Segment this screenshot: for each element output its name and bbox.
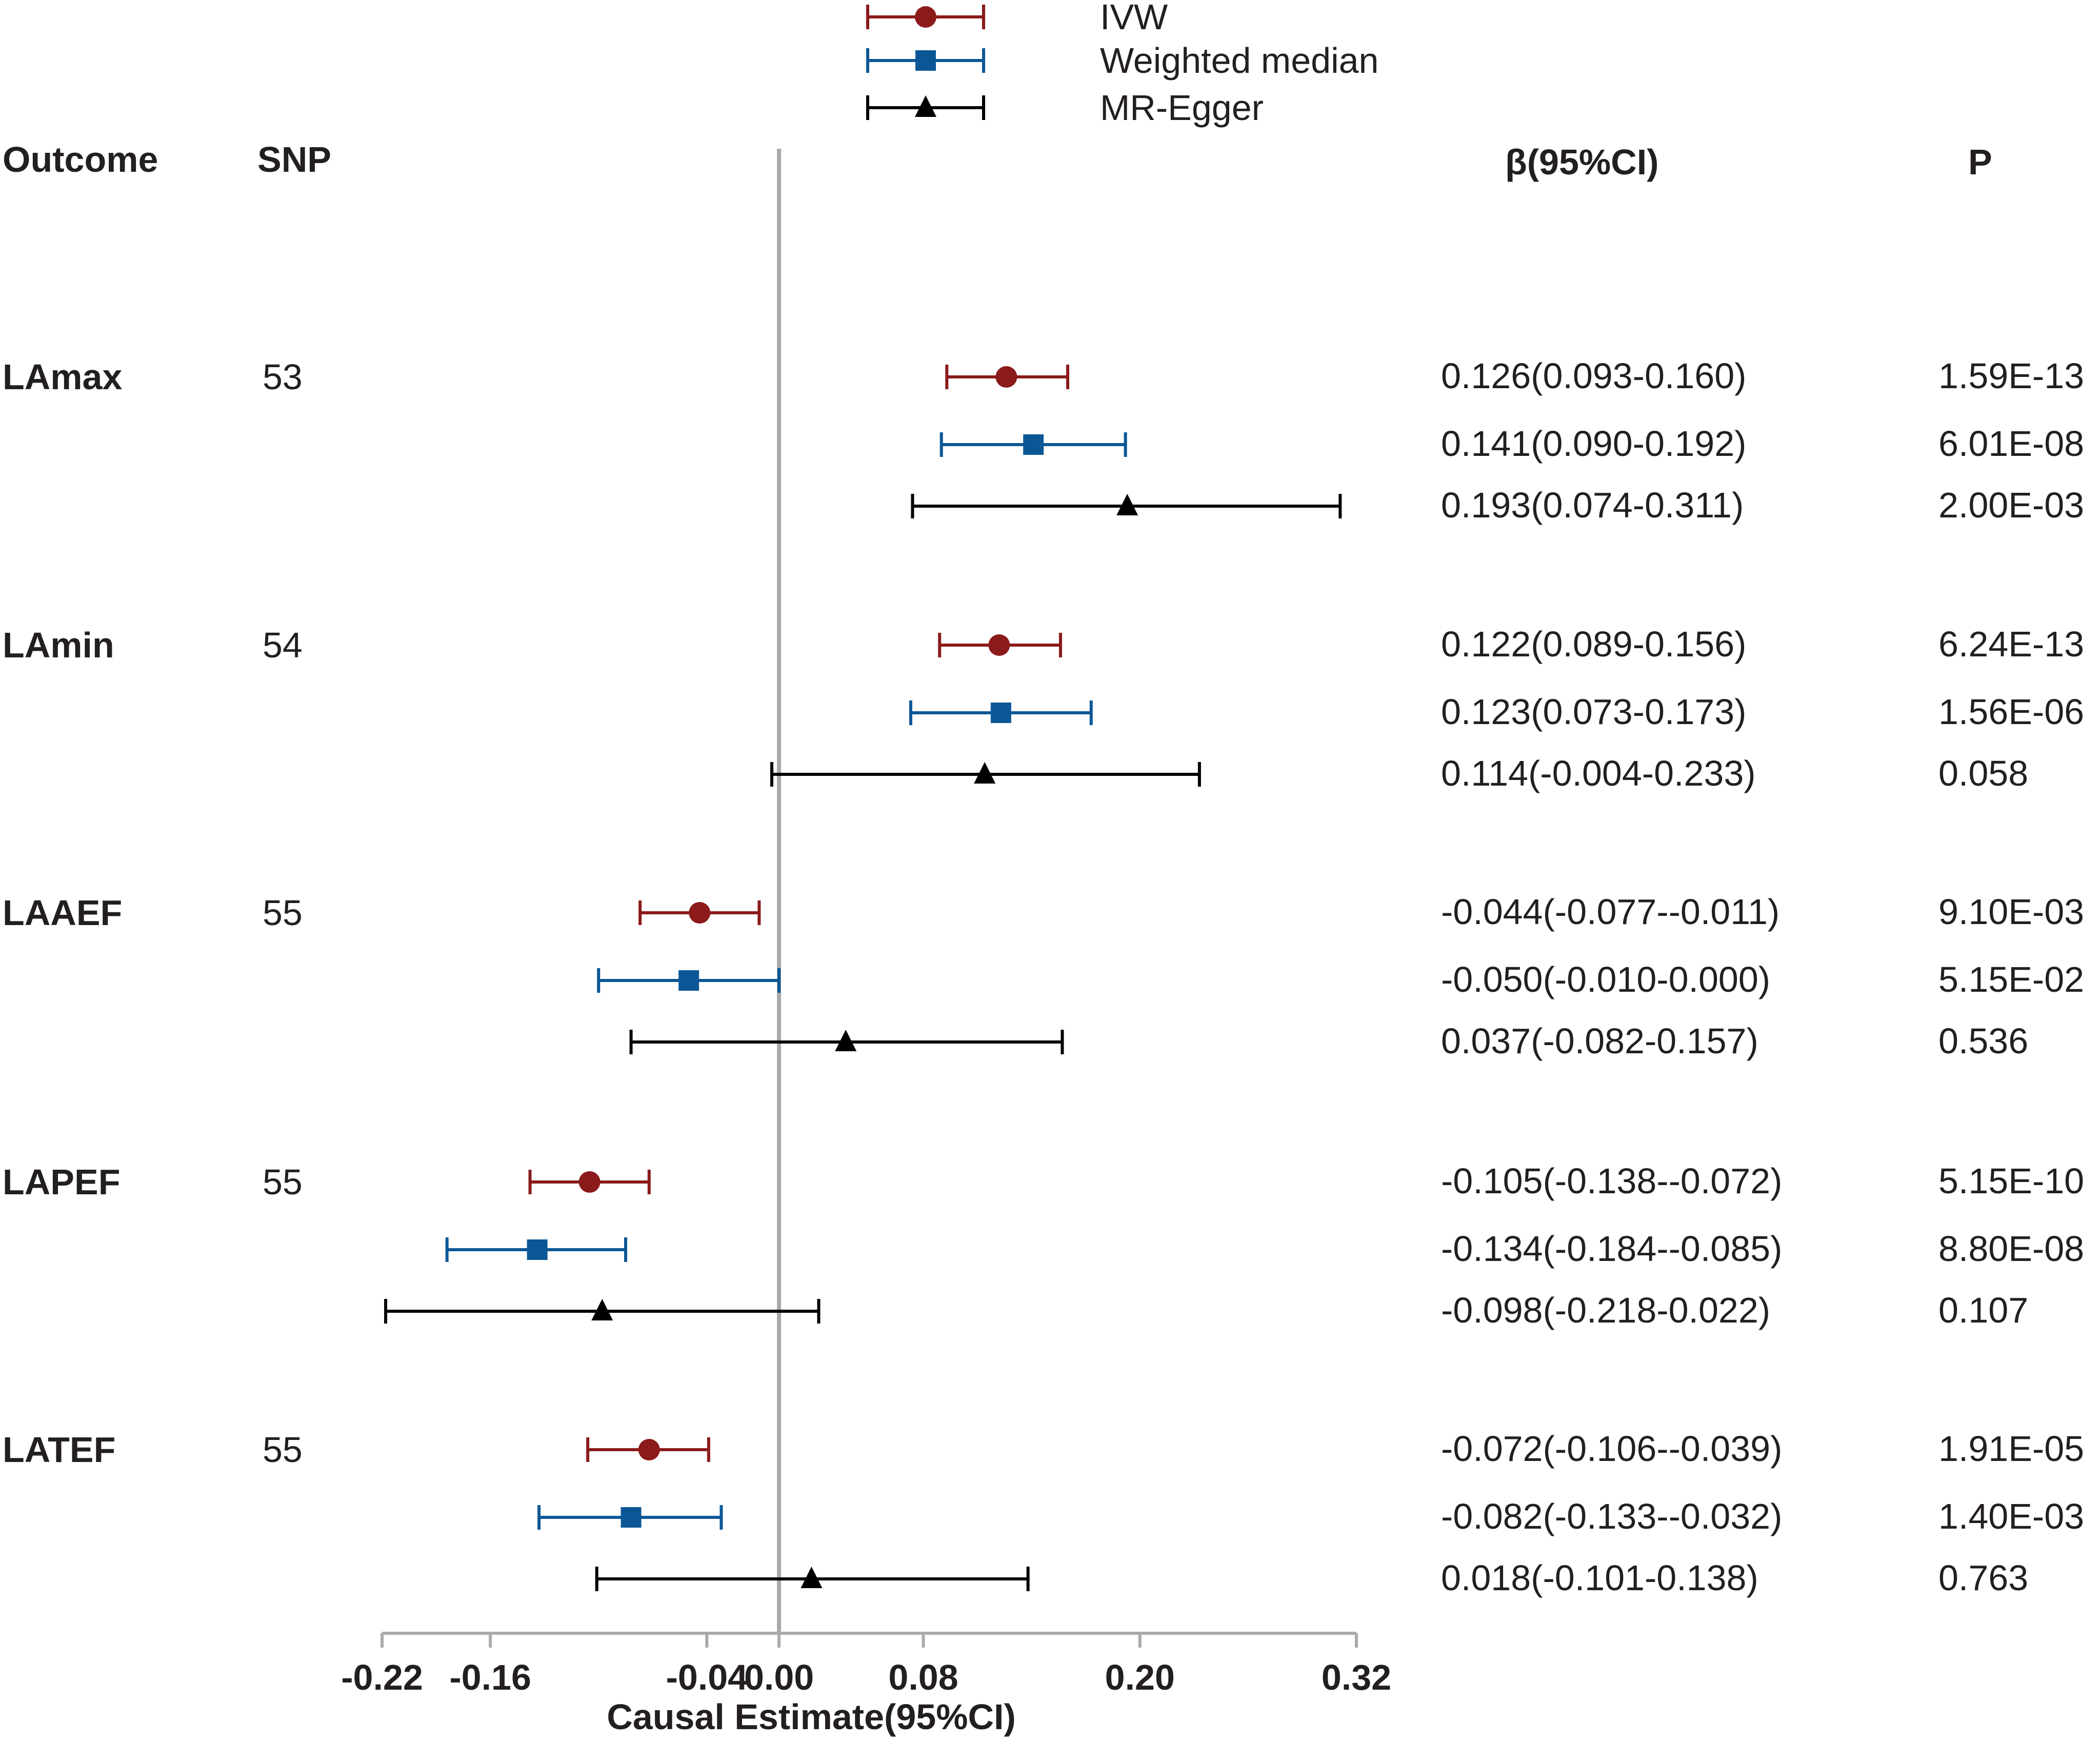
- header-p: P: [1968, 142, 1992, 182]
- beta-ci-value: -0.044(-0.077--0.011): [1441, 892, 1779, 932]
- x-tick-label: 0.08: [888, 1657, 958, 1697]
- legend-label: Weighted median: [1100, 41, 1379, 81]
- beta-ci-value: 0.126(0.093-0.160): [1441, 356, 1746, 396]
- point-estimate: [621, 1507, 642, 1528]
- p-value: 0.107: [1938, 1290, 2028, 1330]
- x-axis: -0.22 -0.16 -0.040.00 0.08 0.20 0.32: [341, 1632, 1391, 1697]
- row-texts: LAmax 53 0.126(0.093-0.160) 1.59E-13 0.141(0…: [3, 356, 2084, 1598]
- point-estimate: [995, 366, 1017, 388]
- beta-ci-value: -0.105(-0.138--0.072): [1441, 1161, 1782, 1201]
- outcome-label: LAAEF: [3, 893, 122, 933]
- outcome-label: LAPEF: [3, 1162, 120, 1202]
- point-estimate: [591, 1299, 613, 1320]
- outcome-label: LAmin: [3, 625, 114, 665]
- beta-ci-value: 0.114(-0.004-0.233): [1441, 753, 1756, 793]
- x-tick-label: -0.04: [666, 1657, 748, 1697]
- x-tick-label: 0.20: [1105, 1657, 1175, 1697]
- point-estimate: [578, 1171, 601, 1193]
- snp-count: 55: [263, 1162, 303, 1202]
- outcome-label: LAmax: [3, 357, 122, 397]
- beta-ci-value: -0.050(-0.010-0.000): [1441, 959, 1770, 999]
- plot-marks: [384, 365, 1342, 1591]
- column-headers: Outcome SNP β(95%CI) P: [3, 139, 1992, 182]
- point-estimate: [974, 762, 996, 784]
- p-value: 6.01E-08: [1938, 424, 2084, 464]
- point-estimate: [835, 1030, 857, 1051]
- point-estimate: [801, 1567, 823, 1588]
- p-value: 0.058: [1938, 753, 2028, 793]
- outcome-label: LATEF: [3, 1430, 115, 1470]
- point-estimate: [990, 703, 1011, 723]
- beta-ci-value: 0.037(-0.082-0.157): [1441, 1021, 1758, 1061]
- p-value: 0.536: [1938, 1021, 2028, 1061]
- p-value: 2.00E-03: [1938, 485, 2084, 525]
- point-estimate: [678, 970, 699, 991]
- p-value: 8.80E-08: [1938, 1229, 2084, 1269]
- p-value: 1.59E-13: [1938, 356, 2084, 396]
- legend-label: MR-Egger: [1100, 88, 1264, 128]
- x-tick-label: 0.32: [1322, 1657, 1391, 1697]
- point-estimate: [689, 902, 711, 924]
- x-tick-label: 0.00: [744, 1657, 814, 1697]
- point-estimate: [1023, 434, 1044, 455]
- snp-count: 55: [263, 1430, 303, 1470]
- p-value: 0.763: [1938, 1558, 2028, 1598]
- p-value: 1.40E-03: [1938, 1496, 2084, 1536]
- point-estimate: [988, 634, 1010, 656]
- legend-marker-triangle: [915, 95, 936, 117]
- point-estimate: [638, 1439, 660, 1460]
- p-value: 5.15E-10: [1938, 1161, 2084, 1201]
- snp-count: 53: [263, 357, 303, 397]
- beta-ci-value: 0.123(0.073-0.173): [1441, 692, 1746, 732]
- legend-marker-circle: [915, 6, 936, 28]
- snp-count: 55: [263, 893, 303, 933]
- beta-ci-value: -0.072(-0.106--0.039): [1441, 1429, 1782, 1469]
- beta-ci-value: -0.082(-0.133--0.032): [1441, 1496, 1782, 1536]
- beta-ci-value: 0.122(0.089-0.156): [1441, 624, 1746, 664]
- beta-ci-value: 0.018(-0.101-0.138): [1441, 1558, 1758, 1598]
- point-estimate: [1116, 494, 1138, 515]
- header-snp: SNP: [257, 139, 331, 179]
- x-tick-label: -0.22: [341, 1657, 423, 1697]
- p-value: 1.56E-06: [1938, 692, 2084, 732]
- header-outcome: Outcome: [3, 139, 158, 179]
- snp-count: 54: [263, 625, 303, 665]
- beta-ci-value: 0.141(0.090-0.192): [1441, 424, 1746, 464]
- legend-label: IVW: [1100, 0, 1168, 37]
- x-axis-title: Causal Estimate(95%CI): [607, 1697, 1016, 1737]
- header-beta: β(95%CI): [1505, 142, 1658, 182]
- legend-marker-square: [915, 50, 936, 71]
- beta-ci-value: 0.193(0.074-0.311): [1441, 485, 1744, 525]
- p-value: 5.15E-02: [1938, 959, 2084, 999]
- p-value: 9.10E-03: [1938, 892, 2084, 932]
- beta-ci-value: -0.098(-0.218-0.022): [1441, 1290, 1770, 1330]
- x-tick-label: -0.16: [449, 1657, 531, 1697]
- beta-ci-value: -0.134(-0.184--0.085): [1441, 1229, 1782, 1269]
- p-value: 1.91E-05: [1938, 1429, 2084, 1469]
- legend: IVW Weighted median MR-Egger: [866, 0, 1379, 128]
- p-value: 6.24E-13: [1938, 624, 2084, 664]
- point-estimate: [527, 1239, 548, 1260]
